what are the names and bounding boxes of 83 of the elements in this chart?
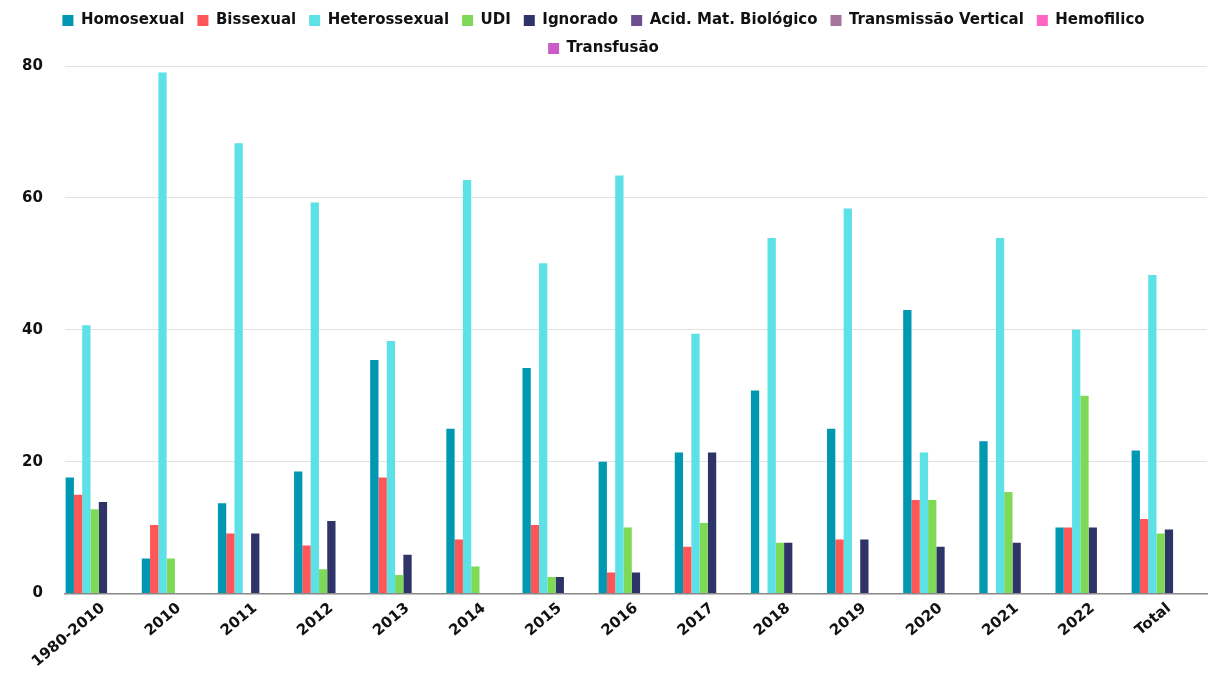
bar [547, 577, 556, 594]
bar [707, 452, 717, 594]
bar [784, 542, 793, 594]
bar [615, 175, 624, 594]
bar [674, 452, 684, 594]
bar [150, 524, 159, 594]
bar [631, 572, 641, 594]
bar [843, 208, 852, 594]
legend-label: Transfusão [566, 38, 659, 57]
bar [835, 539, 844, 594]
bar [530, 524, 540, 594]
bar [65, 477, 74, 594]
bar [979, 441, 988, 594]
bar [995, 238, 1005, 594]
legend-label: Acid. Mat. Biológico [649, 10, 818, 29]
bar [1055, 527, 1064, 594]
bar [699, 522, 708, 594]
bar [327, 521, 336, 594]
legend-label: Homosexual [80, 10, 185, 29]
bar [928, 499, 937, 594]
bar [1004, 491, 1013, 594]
bar [302, 545, 311, 594]
bar [1012, 542, 1021, 594]
bar [1148, 275, 1157, 594]
bar [82, 325, 91, 594]
bar [1139, 519, 1149, 594]
bar [683, 546, 692, 594]
y-tick-label: 20 [22, 451, 43, 470]
bar [767, 238, 776, 594]
bar [471, 566, 480, 594]
bar [251, 533, 260, 594]
bar [936, 546, 945, 594]
bar [370, 360, 379, 594]
bar [310, 202, 319, 594]
legend-label: Bissexual [215, 10, 297, 29]
bar [294, 471, 303, 594]
bar [691, 333, 700, 594]
bar [454, 539, 463, 594]
bar [234, 143, 243, 594]
bar [903, 309, 912, 594]
bar [1080, 395, 1089, 594]
bar [827, 428, 836, 594]
bar [555, 577, 564, 594]
bar [462, 180, 472, 594]
bar [90, 509, 99, 594]
y-tick-label: 60 [22, 187, 43, 206]
bar [386, 340, 396, 594]
bar [403, 554, 412, 594]
bar [1131, 450, 1140, 594]
bar [1063, 527, 1073, 594]
bar [1072, 329, 1081, 594]
bar [318, 569, 328, 594]
legend-label: Heterossexual [327, 10, 450, 29]
legend-label: UDI [480, 10, 511, 29]
legend-label: Transmissão Vertical [849, 10, 1024, 29]
bar [378, 477, 387, 594]
y-tick-label: 0 [32, 583, 43, 602]
bar [919, 452, 929, 594]
bar [522, 368, 531, 594]
bar [606, 572, 616, 594]
bar [395, 575, 404, 594]
bar [1088, 527, 1097, 594]
bar [598, 461, 607, 594]
bar [158, 72, 167, 594]
bar [166, 558, 175, 594]
legend-label: Ignorado [542, 10, 619, 29]
bar [1156, 533, 1165, 594]
bar [73, 494, 83, 594]
bar [98, 501, 108, 594]
y-tick-label: 40 [22, 319, 43, 338]
bar [226, 533, 235, 594]
bar [1164, 529, 1174, 594]
bar [775, 542, 785, 594]
bar [539, 263, 548, 594]
bar [446, 428, 455, 594]
bar [750, 390, 760, 594]
bar [217, 503, 227, 594]
y-tick-label: 80 [22, 55, 43, 74]
bar [911, 499, 920, 594]
bar [141, 558, 151, 594]
bar [860, 539, 869, 594]
legend-label: Hemofilico [1055, 10, 1145, 29]
bar [623, 527, 632, 594]
